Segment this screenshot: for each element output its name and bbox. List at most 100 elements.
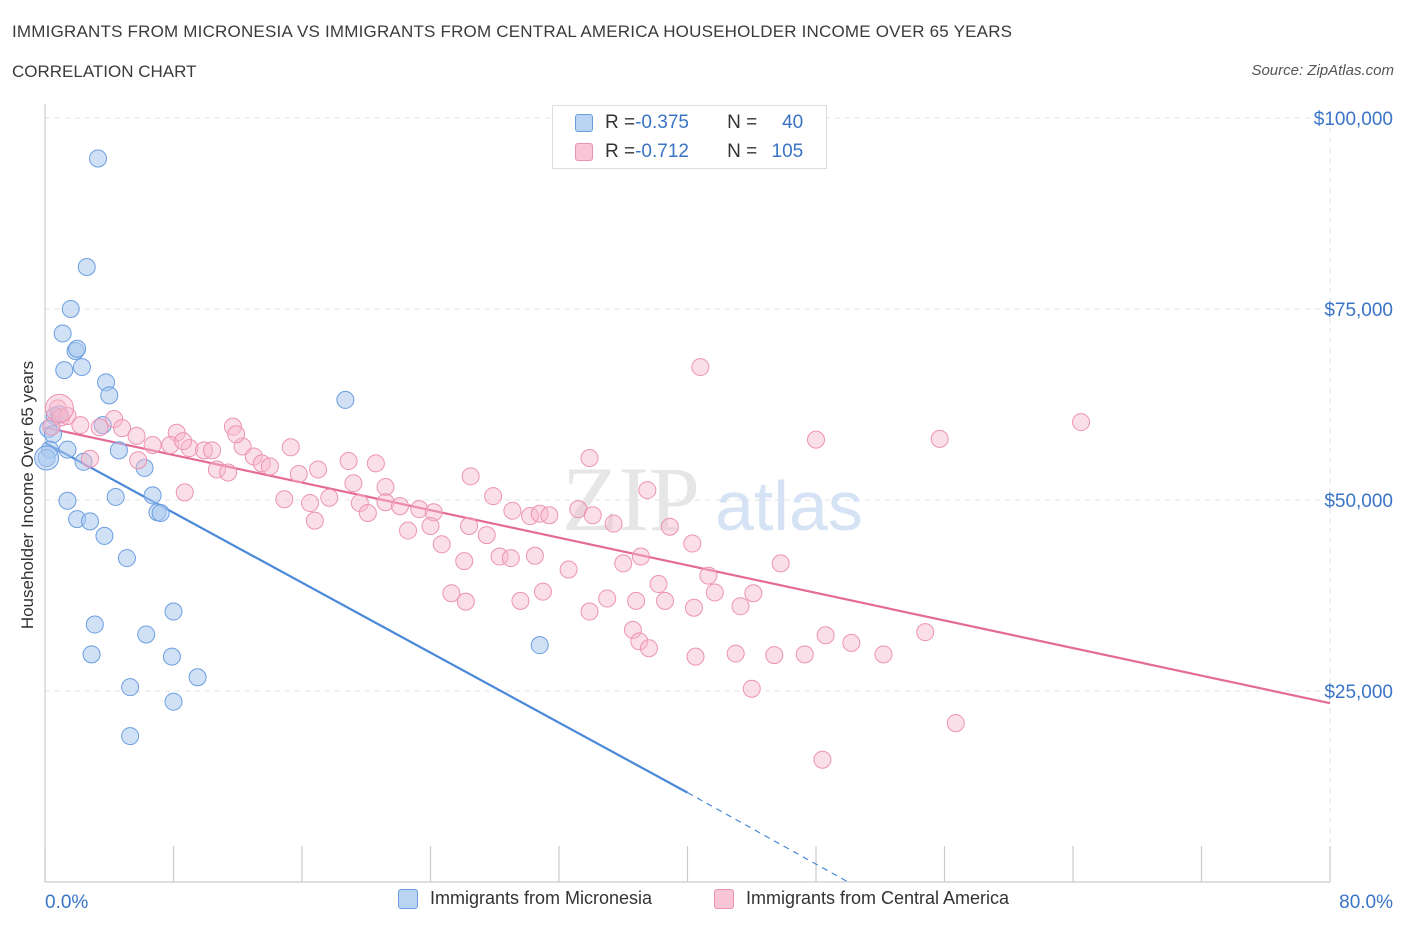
point-central-america — [490, 547, 509, 566]
point-micronesia — [336, 390, 355, 409]
bottom-legend-central-america: Immigrants from Central America — [714, 888, 1009, 909]
point-central-america — [424, 503, 443, 522]
trend-line-micronesia-extension — [687, 792, 849, 883]
point-central-america — [580, 602, 599, 621]
point-micronesia — [72, 358, 91, 377]
point-central-america — [533, 582, 552, 601]
y-tick-label: $100,000 — [1314, 109, 1393, 130]
point-micronesia — [61, 300, 80, 318]
point-central-america — [477, 526, 496, 545]
point-central-america — [227, 425, 246, 444]
point-central-america — [638, 481, 657, 500]
point-micronesia — [188, 668, 207, 687]
x-tick-label: 80.0% — [1339, 892, 1393, 913]
point-micronesia — [100, 386, 119, 405]
point-central-america — [358, 503, 377, 522]
point-central-america — [765, 646, 784, 665]
point-central-america — [627, 591, 646, 610]
legend-row-central-america: R = -0.712 N = 105 — [575, 139, 803, 165]
point-central-america — [660, 517, 679, 536]
legend-row-micronesia: R = -0.375 N = 40 — [575, 110, 803, 136]
point-central-america — [726, 644, 745, 663]
point-central-america — [842, 633, 861, 652]
point-micronesia — [89, 149, 108, 168]
point-central-america — [366, 454, 385, 473]
point-central-america — [309, 460, 328, 479]
legend-swatch-pink — [575, 143, 593, 161]
point-central-america — [376, 493, 395, 512]
x-tick-label: 0.0% — [45, 892, 88, 913]
point-central-america-large — [44, 393, 74, 423]
point-central-america — [174, 432, 193, 451]
point-central-america — [598, 589, 617, 608]
point-central-america — [580, 448, 599, 467]
legend-n-label: N = — [727, 112, 758, 133]
source-text: Source: ZipAtlas.com — [1251, 62, 1394, 79]
point-micronesia — [164, 602, 183, 621]
point-central-america — [501, 549, 520, 568]
point-central-america — [583, 506, 602, 525]
point-central-america — [129, 451, 148, 470]
point-central-america — [289, 465, 308, 484]
point-central-america — [511, 591, 530, 610]
point-central-america — [916, 623, 935, 642]
point-central-america — [90, 418, 109, 437]
legend-n-label: N = — [727, 141, 758, 162]
chart-subtitle: CORRELATION CHART — [12, 62, 197, 81]
point-micronesia — [164, 692, 183, 711]
point-central-america — [58, 406, 77, 425]
point-central-america — [442, 584, 461, 603]
watermark: ZIP atlas — [562, 448, 863, 550]
point-central-america — [281, 438, 300, 457]
point-micronesia — [58, 440, 77, 459]
point-central-america — [339, 452, 358, 471]
bottom-legend-label: Immigrants from Micronesia — [430, 888, 653, 908]
legend-r-label: R = — [605, 112, 636, 133]
point-central-america — [699, 566, 718, 585]
point-central-america — [175, 483, 194, 502]
point-central-america — [376, 478, 395, 497]
point-central-america — [795, 645, 814, 664]
correlation-legend: R = -0.375 N = 40 R = -0.712 N = 105 — [552, 105, 827, 169]
point-micronesia — [53, 324, 72, 343]
point-central-america — [742, 679, 761, 698]
point-central-america — [686, 647, 705, 666]
point-central-america — [399, 521, 418, 540]
point-micronesia — [530, 636, 549, 655]
point-central-america — [816, 626, 835, 645]
point-micronesia — [95, 526, 114, 545]
point-central-america — [275, 490, 294, 509]
point-central-america — [946, 714, 965, 733]
point-central-america — [1072, 413, 1091, 432]
point-central-america — [80, 449, 99, 468]
point-central-america — [410, 500, 429, 519]
point-micronesia — [117, 549, 136, 568]
point-micronesia — [143, 486, 162, 505]
point-central-america — [807, 430, 825, 449]
point-central-america — [540, 506, 559, 525]
point-central-america — [525, 546, 544, 565]
point-central-america — [503, 501, 522, 520]
watermark-atlas: atlas — [715, 467, 863, 545]
point-central-america — [639, 639, 658, 658]
point-central-america — [631, 547, 650, 566]
point-central-america — [71, 416, 90, 435]
point-central-america — [260, 457, 279, 476]
point-micronesia — [151, 503, 170, 522]
point-central-america — [113, 419, 132, 438]
point-micronesia — [137, 625, 156, 644]
point-central-america — [623, 620, 642, 639]
point-central-america — [305, 511, 324, 530]
point-central-america — [630, 632, 649, 651]
axes — [44, 104, 1331, 883]
legend-swatch-blue — [575, 114, 593, 132]
point-central-america — [930, 429, 949, 448]
point-central-america — [559, 560, 578, 579]
point-central-america — [207, 460, 226, 479]
legend-n-value: 40 — [782, 112, 804, 133]
bottom-legend-swatch-blue — [398, 888, 418, 909]
point-central-america — [455, 552, 474, 571]
point-central-america — [320, 488, 339, 507]
point-central-america — [219, 463, 238, 482]
point-central-america — [684, 598, 703, 617]
